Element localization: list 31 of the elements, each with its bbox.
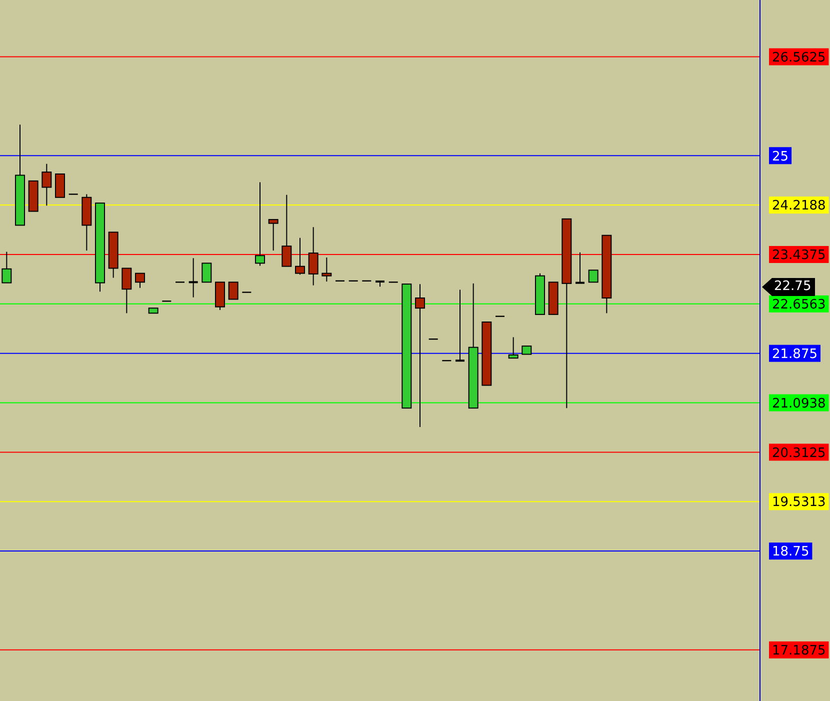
candlestick xyxy=(508,336,518,359)
candlestick xyxy=(454,289,466,362)
y-tick-label: 25 xyxy=(772,149,789,164)
candlestick xyxy=(188,258,199,298)
candlestick xyxy=(588,270,598,283)
candlestick xyxy=(308,226,318,286)
text: 22.75 xyxy=(772,278,816,296)
y-tick-label: 23.4375 xyxy=(772,248,826,264)
candlestick xyxy=(228,282,238,300)
y-tick-label: 17.1875 xyxy=(772,644,826,659)
candlestick xyxy=(122,268,132,314)
candlestick xyxy=(255,182,265,266)
candlestick xyxy=(322,256,332,282)
y-tick-label: 19.5313 xyxy=(772,495,826,510)
y-tick-label: 26.5625 xyxy=(772,50,826,66)
candlestick xyxy=(2,251,12,284)
candlestick xyxy=(202,262,212,283)
y-tick-label: 22.6563 xyxy=(772,298,826,313)
y-tick-label: 21.0938 xyxy=(772,396,826,412)
candlestick xyxy=(295,237,305,276)
candlestick xyxy=(135,272,145,288)
y-tick-label: 21.875 xyxy=(772,346,818,362)
y-tick-label: 18.75 xyxy=(772,544,810,560)
candlestick xyxy=(415,284,425,428)
candlestick xyxy=(282,194,292,267)
candlestick xyxy=(268,219,278,252)
candlestick xyxy=(42,163,52,206)
candlestick xyxy=(55,173,65,198)
y-tick-label: 24.2188 xyxy=(772,198,826,214)
candlestick xyxy=(574,252,586,284)
y-tick-label: 20.3125 xyxy=(772,446,826,461)
